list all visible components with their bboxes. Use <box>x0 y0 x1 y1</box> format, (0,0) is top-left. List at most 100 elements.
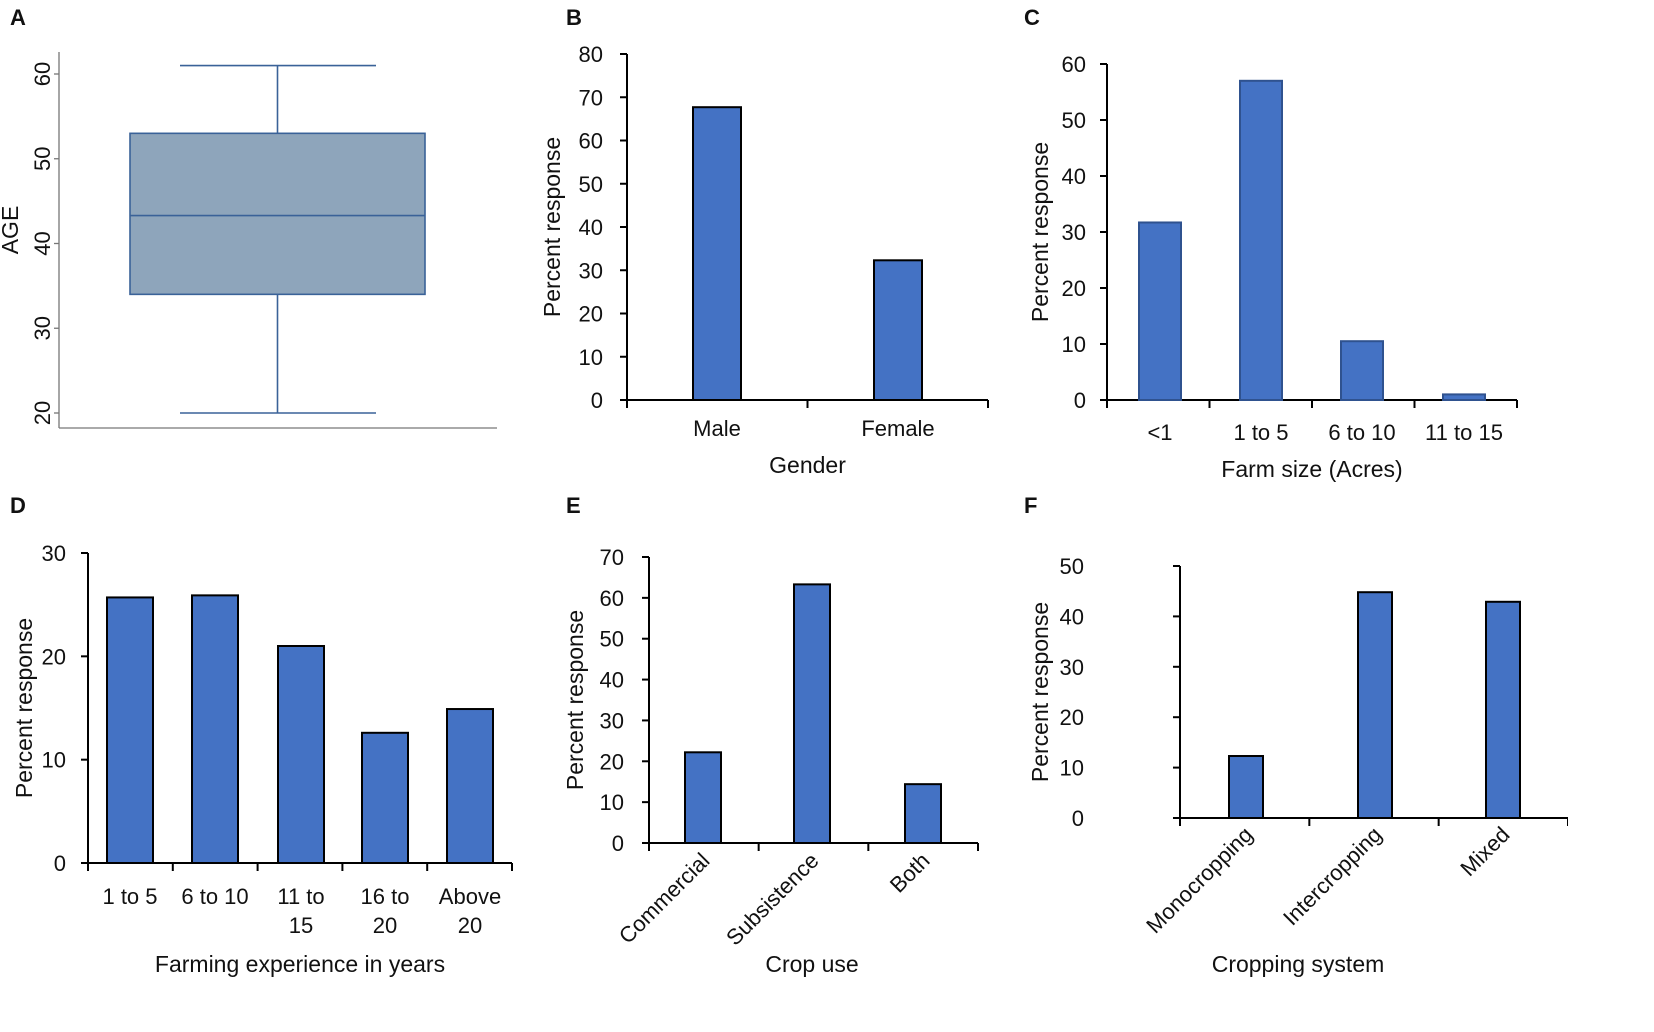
x-tick-label: Commercial <box>614 848 715 949</box>
y-axis-title: Percent response <box>11 618 37 798</box>
x-tick-label: Subsistence <box>721 848 823 950</box>
y-tick-label: 0 <box>54 851 66 876</box>
panel-b: B 0 10 20 30 40 50 60 70 80 Male Female Gender Percen… <box>539 5 989 478</box>
panel-a: A 20 30 40 50 60 AGE <box>0 5 497 429</box>
bar <box>1228 755 1264 819</box>
panel-label: C <box>1024 5 1040 30</box>
x-tick-label: 11 to 15 <box>1425 420 1503 445</box>
x-axis-title: Farm size (Acres) <box>1221 456 1402 482</box>
y-tick-label: 10 <box>1062 332 1086 357</box>
y-tick-label: 30 <box>30 316 55 340</box>
panel-f: F 0 10 20 30 40 50 Monocropping Intercropping Mix… <box>1024 493 1568 977</box>
bar <box>1239 79 1283 402</box>
panel-label: F <box>1024 493 1037 518</box>
y-axis-title: AGE <box>0 206 23 255</box>
y-tick-label: 50 <box>1062 108 1086 133</box>
y-tick-label: 10 <box>1060 756 1084 781</box>
y-tick-label: 20 <box>579 302 603 327</box>
y-tick-label: 30 <box>579 258 603 283</box>
y-tick-label: 20 <box>1062 276 1086 301</box>
x-tick-label: Both <box>885 848 935 898</box>
y-tick-label: 30 <box>600 708 624 733</box>
x-axis-title: Cropping system <box>1212 951 1385 977</box>
bar <box>793 583 831 844</box>
y-tick-label: 70 <box>600 545 624 570</box>
y-tick-label: 10 <box>600 790 624 815</box>
bar <box>277 645 325 864</box>
y-axis-title: Percent response <box>539 137 565 317</box>
y-tick-label: 50 <box>30 147 55 171</box>
x-tick-label: Above <box>439 884 501 909</box>
x-tick-label: Male <box>693 416 741 441</box>
y-tick-label: 60 <box>600 586 624 611</box>
y-tick-label: 40 <box>1060 604 1084 629</box>
y-tick-label: 40 <box>600 668 624 693</box>
x-axis-title: Farming experience in years <box>155 951 445 977</box>
y-tick-label: 80 <box>579 42 603 67</box>
bar <box>1357 591 1393 820</box>
y-tick-label: 10 <box>42 748 66 773</box>
y-tick-label: 20 <box>42 644 66 669</box>
bar <box>1485 600 1521 819</box>
x-tick-label: 15 <box>289 913 313 938</box>
y-axis-title: Percent response <box>1027 142 1053 322</box>
y-tick-label: 10 <box>579 345 603 370</box>
panel-label: E <box>566 493 581 518</box>
bar <box>873 259 923 401</box>
x-axis-title: Gender <box>769 452 846 478</box>
iqr-box <box>129 132 426 296</box>
y-tick-label: 50 <box>600 627 624 652</box>
x-tick-label: 20 <box>373 913 397 938</box>
x-tick-label: 16 to <box>361 884 410 909</box>
y-tick-label: 0 <box>591 388 603 413</box>
y-tick-label: 40 <box>579 215 603 240</box>
y-tick-label: 0 <box>612 831 624 856</box>
panel-label: B <box>566 5 582 30</box>
y-tick-label: 70 <box>579 85 603 110</box>
y-tick-label: 50 <box>579 172 603 197</box>
panel-label: D <box>10 493 26 518</box>
bar <box>1138 221 1182 401</box>
bar <box>684 751 722 844</box>
x-tick-label: 1 to 5 <box>1233 420 1288 445</box>
x-axis-title: Crop use <box>765 951 858 977</box>
x-tick-label: 11 to <box>277 884 324 909</box>
bar <box>1442 393 1486 401</box>
x-tick-label: 1 to 5 <box>102 884 157 909</box>
y-tick-label: 20 <box>1060 705 1084 730</box>
y-tick-label: 40 <box>30 231 55 255</box>
y-tick-label: 0 <box>1072 806 1084 831</box>
x-tick-label: Mixed <box>1455 822 1514 881</box>
panel-c: C 0 10 20 30 40 50 60 <1 1 to 5 6 to 10 11 to 15 Far… <box>1024 5 1518 482</box>
y-tick-label: 30 <box>1060 655 1084 680</box>
bar <box>1340 340 1384 402</box>
y-axis-title: Percent response <box>1027 602 1053 782</box>
x-tick-label: Female <box>861 416 934 441</box>
panel-e: E 0 10 20 30 40 50 60 70 Commercial Subsistence Bot… <box>562 493 979 977</box>
x-tick-label: <1 <box>1147 420 1172 445</box>
y-tick-label: 50 <box>1060 554 1084 579</box>
bar <box>446 708 494 864</box>
y-tick-label: 60 <box>30 62 55 86</box>
y-tick-label: 30 <box>42 541 66 566</box>
bar <box>191 594 239 864</box>
bar <box>692 106 742 401</box>
x-tick-label: Monocropping <box>1141 822 1257 938</box>
panel-label: A <box>10 5 26 30</box>
y-tick-label: 20 <box>30 401 55 425</box>
x-tick-label: 6 to 10 <box>181 884 248 909</box>
y-tick-label: 60 <box>579 129 603 154</box>
y-tick-label: 30 <box>1062 220 1086 245</box>
bar <box>106 596 154 865</box>
figure: A 20 30 40 50 60 AGE B 0 10 20 30 40 50 60 70 80 Male Fema… <box>0 5 1568 977</box>
x-tick-label: 6 to 10 <box>1328 420 1395 445</box>
y-tick-label: 20 <box>600 749 624 774</box>
panel-d: D 0 10 20 30 1 to 5 6 to 10 11 to 15 16 to 20 Above… <box>10 493 513 977</box>
bar <box>361 731 409 864</box>
y-tick-label: 60 <box>1062 52 1086 77</box>
y-tick-label: 0 <box>1074 388 1086 413</box>
y-tick-label: 40 <box>1062 164 1086 189</box>
x-tick-label: 20 <box>458 913 482 938</box>
bar <box>904 783 942 844</box>
x-tick-label: Intercropping <box>1278 822 1386 930</box>
